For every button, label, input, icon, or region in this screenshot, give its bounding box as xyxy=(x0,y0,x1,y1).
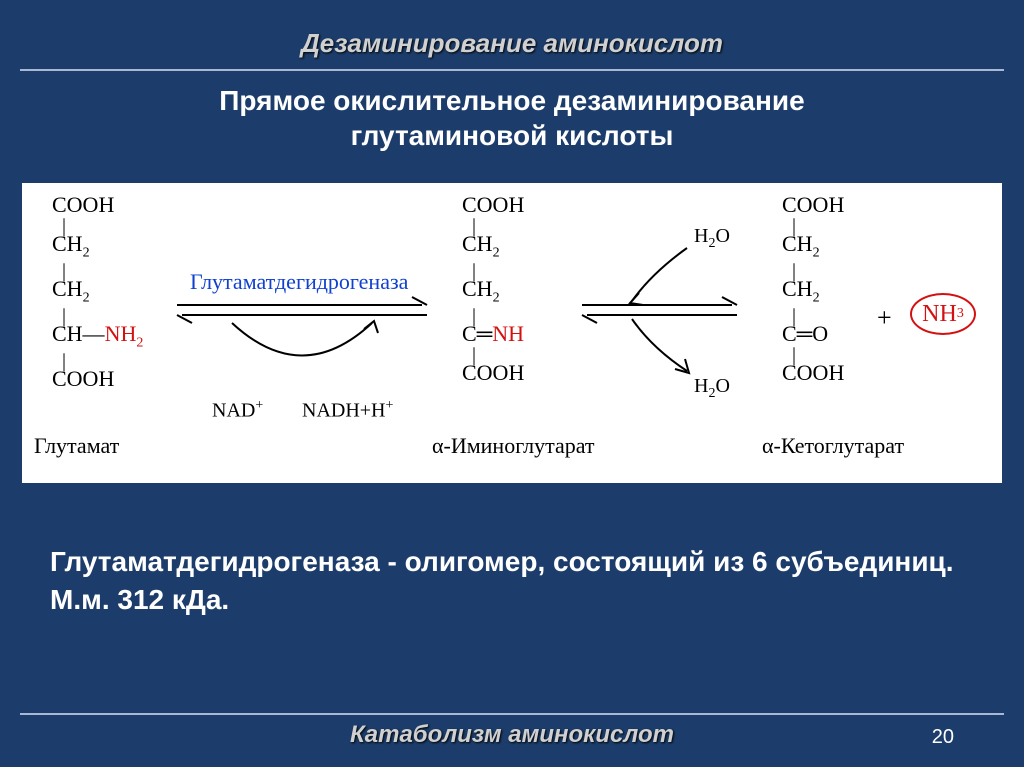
footer-title: Катаболизм аминокислот xyxy=(0,721,1024,749)
molecule-glutamate: COOH|CH2|CH2|CH—NH2|COOH xyxy=(52,193,143,390)
enzyme-label: Глутаматдегидрогеназа xyxy=(190,269,408,295)
water-in: H2O xyxy=(694,225,730,252)
subtitle-line2: глутаминовой кислоты xyxy=(351,120,674,151)
divider-bottom xyxy=(20,713,1004,715)
label-glutamate: Глутамат xyxy=(34,433,119,459)
equilibrium-arrow-2 xyxy=(577,243,747,393)
footer: Катаболизм аминокислот 20 xyxy=(0,713,1024,749)
plus-sign: + xyxy=(877,303,892,333)
label-ketoglutarate: α-Кетоглутарат xyxy=(762,433,904,459)
divider-top xyxy=(20,69,1004,71)
cofactor-nadh: NADH+H+ xyxy=(302,398,393,423)
page-number: 20 xyxy=(932,726,954,749)
subtitle-line1: Прямое окислительное дезаминирование xyxy=(219,85,804,116)
slide-header: Дезаминирование аминокислот xyxy=(0,0,1024,69)
slide-subtitle: Прямое окислительное дезаминирование глу… xyxy=(0,83,1024,173)
molecule-ketoglutarate: COOH|CH2|CH2|C═O|COOH xyxy=(782,193,844,384)
product-nh3: NH3 xyxy=(910,293,976,335)
equilibrium-arrow-1 xyxy=(172,293,432,403)
molecule-iminoglutarate: COOH|CH2|CH2|C═NH|COOH xyxy=(462,193,524,384)
label-iminoglutarate: α-Иминоглутарат xyxy=(432,433,595,459)
cofactor-nad: NAD+ xyxy=(212,398,263,423)
reaction-diagram: COOH|CH2|CH2|CH—NH2|COOH Глутамат Глутам… xyxy=(22,183,1002,483)
water-out: H2O xyxy=(694,375,730,402)
body-text: Глутаматдегидрогеназа - олигомер, состоя… xyxy=(0,483,1024,619)
